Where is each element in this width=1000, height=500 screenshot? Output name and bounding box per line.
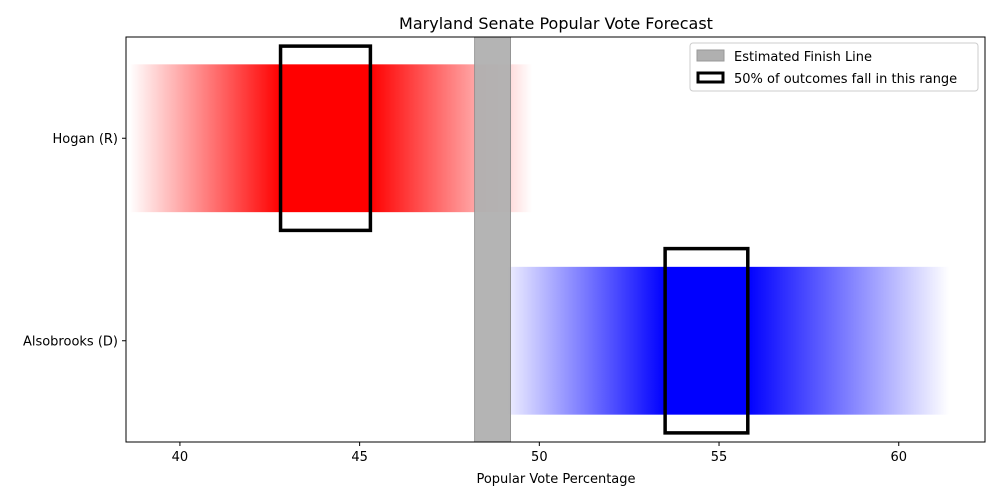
x-tick-label: 55	[711, 450, 728, 465]
legend-swatch-range	[696, 71, 725, 84]
legend: Estimated Finish Line 50% of outcomes fa…	[689, 42, 979, 92]
y-tick-label-hogan-r: Hogan (R)	[53, 132, 119, 147]
legend-swatch-finish-line	[696, 49, 725, 62]
plot-area	[129, 36, 950, 443]
plot-frame	[125, 36, 986, 443]
range-box-hogan-r	[278, 44, 373, 233]
x-tick-label: 50	[531, 450, 548, 465]
x-tick-label: 60	[890, 450, 907, 465]
chart-title: Maryland Senate Popular Vote Forecast	[399, 14, 713, 33]
legend-label-finish-line: Estimated Finish Line	[734, 50, 872, 65]
y-tick-label-alsobrooks-d: Alsobrooks (D)	[23, 334, 118, 349]
x-axis-label: Popular Vote Percentage	[476, 472, 635, 487]
x-tick-label: 40	[172, 450, 189, 465]
legend-label-range: 50% of outcomes fall in this range	[734, 72, 957, 87]
range-box-alsobrooks-d	[663, 246, 750, 435]
distribution-bar-alsobrooks-d	[496, 266, 950, 415]
finish-line-band	[474, 36, 511, 443]
distribution-bar-hogan-r	[129, 64, 533, 213]
y-axis-ticks: Hogan (R) Alsobrooks (D)	[23, 132, 126, 349]
x-tick-label: 45	[351, 450, 368, 465]
range-boxes	[278, 44, 750, 435]
legend-frame	[689, 42, 979, 92]
x-axis-ticks: 40 45 50 55 60	[172, 442, 907, 465]
